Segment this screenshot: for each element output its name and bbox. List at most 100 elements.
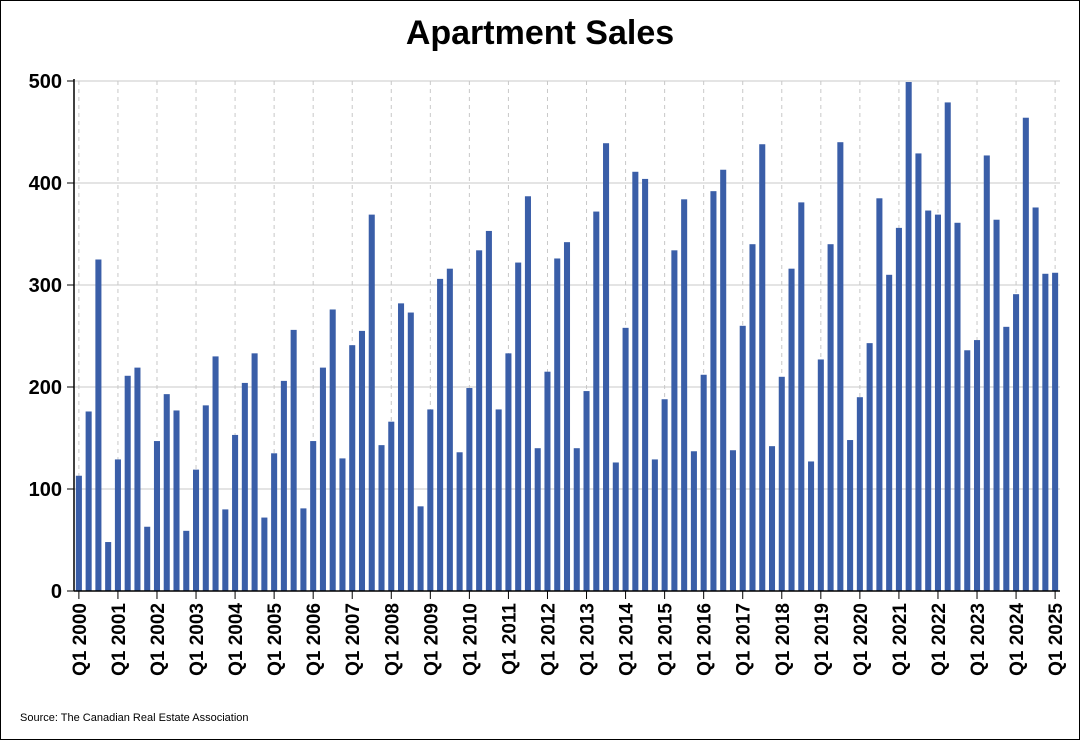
bar [446, 268, 453, 591]
x-tick-label: Q1 2025 [1046, 603, 1067, 676]
bar [681, 199, 688, 591]
bar [964, 350, 971, 591]
bar [466, 388, 473, 591]
bar [193, 469, 200, 591]
x-tick-label: Q1 2013 [578, 603, 599, 676]
bar [749, 244, 756, 591]
bar [563, 242, 571, 591]
bar [144, 526, 151, 591]
bar [847, 440, 854, 591]
bar [690, 451, 697, 591]
bar [573, 448, 580, 591]
x-tick-label: Q1 2008 [382, 603, 403, 676]
bar [729, 450, 736, 591]
x-tick-label: Q1 2022 [929, 603, 950, 676]
bar [173, 410, 180, 591]
bar [339, 458, 346, 591]
bar [163, 394, 170, 591]
x-tick-label: Q1 2020 [851, 603, 872, 676]
x-tick-label: Q1 2024 [1007, 603, 1028, 676]
bar [495, 409, 502, 591]
y-tick-label: 400 [29, 173, 62, 195]
bar [905, 82, 912, 592]
bar [983, 155, 990, 591]
bar [300, 508, 307, 591]
bar [358, 330, 366, 591]
bar [505, 353, 512, 591]
bar [319, 367, 326, 591]
x-tick-label: Q1 2000 [70, 603, 91, 676]
bar [105, 542, 112, 591]
bar [739, 325, 746, 591]
bar [95, 259, 102, 591]
x-tick-label: Q1 2012 [538, 603, 559, 676]
bar [280, 380, 287, 591]
source-note: Source: The Canadian Real Estate Associa… [20, 712, 249, 724]
y-tick-label: 0 [51, 581, 62, 603]
bar [261, 517, 268, 591]
bar [241, 382, 248, 591]
bar [398, 303, 405, 591]
x-tick-label: Q1 2010 [460, 603, 481, 676]
bar [798, 202, 805, 591]
bar [876, 198, 883, 592]
bar [85, 411, 92, 591]
bar [973, 340, 981, 591]
bar [1042, 273, 1049, 591]
axes [67, 79, 1060, 599]
bar [534, 448, 541, 591]
bar [895, 227, 902, 591]
bar [642, 178, 649, 592]
x-tick-label: Q1 2004 [226, 603, 247, 676]
bar [944, 102, 951, 592]
bar [720, 169, 727, 592]
bar [700, 374, 707, 591]
bar [612, 462, 619, 591]
bars [75, 82, 1059, 592]
bar [837, 142, 844, 591]
bar [124, 375, 131, 591]
bar [476, 250, 483, 591]
x-tick-label: Q1 2002 [148, 603, 169, 676]
bar [1022, 117, 1029, 591]
bar [1003, 326, 1010, 591]
bar [817, 359, 824, 591]
bar [388, 421, 395, 591]
chart-title: Apartment Sales [405, 14, 675, 52]
bar [1032, 207, 1039, 592]
bar [310, 441, 317, 591]
bar [202, 405, 209, 591]
bar [808, 461, 815, 591]
x-tick-label: Q1 2007 [343, 603, 364, 676]
bar [554, 258, 561, 591]
bar [915, 153, 922, 592]
bar [671, 250, 678, 591]
bar [1052, 272, 1059, 591]
bar [778, 376, 785, 591]
x-tick-label: Q1 2005 [265, 603, 286, 676]
y-tick-label: 300 [29, 275, 62, 297]
bar [759, 144, 766, 592]
bar [993, 219, 1000, 591]
bar [651, 459, 658, 591]
bar [349, 345, 356, 591]
bar [856, 397, 863, 591]
bar [544, 371, 551, 591]
bar [153, 441, 161, 591]
bar [827, 244, 834, 591]
x-tick-label: Q1 2018 [773, 603, 794, 676]
bar [232, 434, 239, 591]
y-tick-label: 200 [29, 377, 62, 399]
bar [515, 262, 522, 591]
bar [622, 327, 629, 591]
x-tick-label: Q1 2021 [890, 603, 911, 676]
x-tick-label: Q1 2014 [617, 603, 638, 676]
bar [632, 171, 639, 591]
bar [222, 509, 229, 591]
bar [378, 445, 385, 591]
bar [866, 343, 873, 591]
bar [1013, 294, 1020, 591]
bar [368, 214, 375, 591]
bar [886, 274, 893, 591]
